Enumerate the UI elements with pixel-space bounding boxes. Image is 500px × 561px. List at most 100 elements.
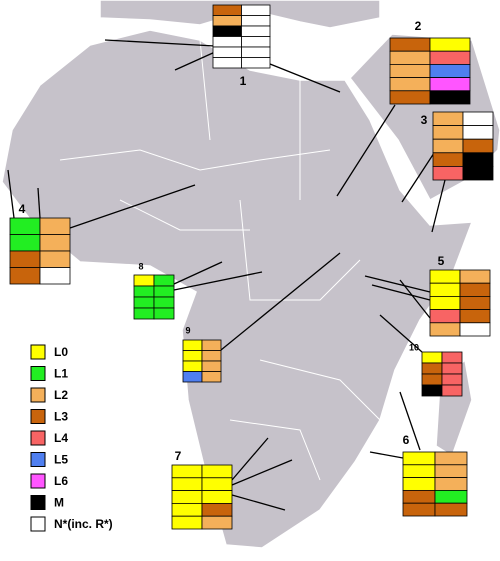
grid-cell xyxy=(212,15,242,27)
grid-cell xyxy=(459,282,491,297)
grid-cell xyxy=(212,4,242,16)
grid-cell xyxy=(459,322,491,337)
grid-cell xyxy=(201,360,222,372)
legend: L0 L1 L2 L3 L4 L5 L6 M N*(inc. R*) xyxy=(30,344,113,532)
grid-cell xyxy=(39,267,71,285)
grid-cell xyxy=(201,464,233,479)
grid-cell xyxy=(153,274,175,287)
grid-cell xyxy=(429,77,471,92)
grid-cell xyxy=(429,50,471,65)
grid-cell xyxy=(241,57,271,69)
region-number: 9 xyxy=(185,325,190,335)
grid-cell xyxy=(462,138,494,154)
grid-cell xyxy=(201,490,233,504)
region-labels: 1 2 3 4 5 6 7 8 9 10 xyxy=(19,19,445,463)
legend-label: L5 xyxy=(54,453,68,467)
grid-cell xyxy=(201,515,233,530)
region-number: 3 xyxy=(421,113,428,127)
region-number: 10 xyxy=(409,342,419,352)
grid-cell xyxy=(389,64,431,79)
region-number: 4 xyxy=(19,202,26,216)
legend-label: L0 xyxy=(54,345,68,359)
grid-cell xyxy=(9,234,41,252)
grid-cell xyxy=(201,339,222,351)
legend-swatch xyxy=(30,473,46,489)
grid-cell xyxy=(432,111,464,127)
grid-cell xyxy=(429,269,461,284)
grid-cell xyxy=(441,373,463,386)
grid-cell xyxy=(432,152,464,167)
grid-cell xyxy=(389,50,431,65)
region-number: 5 xyxy=(438,254,445,268)
region-number: 7 xyxy=(175,449,182,463)
legend-swatch xyxy=(30,495,46,510)
grid-cell xyxy=(133,285,155,298)
grid-cell xyxy=(441,351,463,364)
region-number: 6 xyxy=(403,433,410,447)
grid-cell xyxy=(429,64,471,79)
legend-swatch xyxy=(30,366,46,381)
grid-cell xyxy=(39,234,71,252)
grid-cell xyxy=(462,125,494,140)
grid-cell xyxy=(212,46,242,58)
grid-cell xyxy=(241,15,271,27)
grid-cell xyxy=(434,464,468,478)
grid-cell xyxy=(171,477,203,491)
grid-cell xyxy=(241,4,271,16)
grid-cell xyxy=(133,307,155,320)
grid-cell xyxy=(212,57,242,69)
grid-cell xyxy=(9,217,41,235)
legend-swatch xyxy=(30,516,46,532)
grid-cell xyxy=(421,384,443,397)
grid-cell xyxy=(429,322,461,337)
grid-cell xyxy=(201,371,222,383)
grid-cell xyxy=(171,490,203,504)
grid-cell xyxy=(201,477,233,491)
grid-cell xyxy=(9,267,41,285)
legend-swatch xyxy=(30,430,46,446)
grid-cell xyxy=(133,274,155,287)
legend-label: L3 xyxy=(54,410,68,424)
leader-lines xyxy=(7,39,446,511)
grid-cell xyxy=(402,477,436,491)
grid-cell xyxy=(429,295,461,310)
grid-cell xyxy=(212,36,242,48)
legend-label: L1 xyxy=(54,367,68,381)
grid-cell xyxy=(441,384,463,397)
grid-cell xyxy=(434,489,468,504)
grid-cell xyxy=(389,37,431,52)
grid-cell xyxy=(39,250,71,268)
grid-cell xyxy=(421,373,443,386)
region-number: 1 xyxy=(240,74,247,88)
legend-label: N*(inc. R*) xyxy=(54,517,113,531)
grid-cell xyxy=(171,515,203,530)
grid-cell xyxy=(441,362,463,375)
grid-cell xyxy=(432,125,464,140)
grid-cell xyxy=(402,451,436,466)
grid-cell xyxy=(182,350,203,362)
grid-cell xyxy=(432,165,464,181)
region-number: 2 xyxy=(415,19,422,33)
grid-cell xyxy=(462,111,494,127)
grid-cell xyxy=(201,502,233,517)
grid-cell xyxy=(171,502,203,517)
grid-cell xyxy=(429,90,471,105)
grid-cell xyxy=(462,152,494,167)
legend-swatch xyxy=(30,409,46,424)
grid-cell xyxy=(39,217,71,235)
grid-cell xyxy=(153,285,175,298)
grid-cell xyxy=(182,371,203,383)
grid-cell xyxy=(402,464,436,478)
grid-cell xyxy=(182,360,203,372)
grid-cell xyxy=(153,296,175,309)
region-grids xyxy=(9,4,494,530)
legend-label: L4 xyxy=(54,431,68,445)
grid-cell xyxy=(459,295,491,310)
legend-label: M xyxy=(54,496,64,510)
grid-cell xyxy=(212,25,242,37)
grid-cell xyxy=(459,269,491,284)
grid-cell xyxy=(182,339,203,351)
grid-cell xyxy=(153,307,175,320)
grid-cell xyxy=(429,282,461,297)
